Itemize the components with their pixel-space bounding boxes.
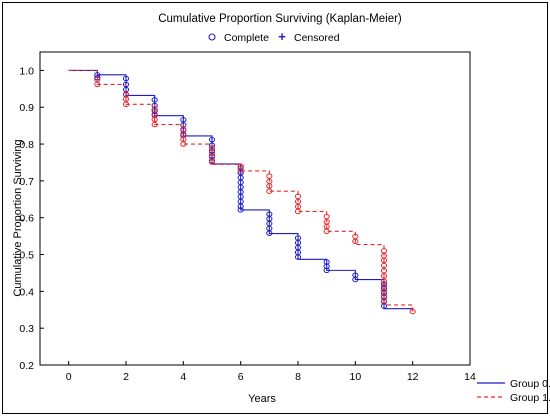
legend-label: Group 0. (510, 378, 550, 390)
x-tick-label: 8 (295, 371, 301, 383)
axis-ticks (40, 69, 471, 366)
event-marker (380, 303, 388, 309)
event-marker (323, 228, 330, 235)
event-marker (380, 257, 388, 264)
event-marker (122, 96, 130, 102)
y-tick-label: 0.2 (19, 360, 34, 372)
x-tick-label: 2 (123, 371, 129, 383)
event-marker (151, 111, 158, 117)
event-marker (180, 117, 187, 123)
event-marker (380, 268, 388, 274)
x-tick-label: 14 (464, 371, 476, 383)
event-marker (323, 267, 330, 274)
event-marker (94, 81, 101, 88)
event-marker (380, 283, 388, 289)
y-tick-label: 0.3 (19, 323, 34, 335)
x-axis-label: Years (248, 393, 276, 405)
event-marker (180, 141, 187, 147)
event-marker (208, 159, 216, 165)
x-tick-label: 12 (407, 371, 419, 383)
event-marker (237, 203, 244, 209)
event-marker (151, 116, 158, 123)
x-tick-label: 0 (66, 371, 72, 383)
series-layer (68, 69, 414, 312)
event-marker (409, 308, 416, 315)
y-tick-label: 0.6 (19, 213, 34, 225)
event-marker (266, 173, 273, 179)
event-marker (294, 254, 302, 260)
event-marker (151, 106, 158, 112)
censored-marker-icon: + (278, 29, 286, 44)
chart-title: Cumulative Proportion Surviving (Kaplan-… (158, 13, 402, 25)
complete-marker-icon (208, 33, 216, 41)
event-marker (208, 147, 216, 154)
event-marker (180, 131, 187, 137)
event-marker (380, 262, 388, 269)
event-marker (266, 188, 273, 194)
y-tick-label: 0.8 (19, 139, 34, 151)
y-tick-label: 0.5 (19, 250, 34, 262)
event-marker (122, 75, 130, 82)
x-tick-label: 4 (180, 371, 186, 383)
y-tick-label: 0.9 (19, 102, 34, 114)
y-tick-label: 0.7 (19, 176, 34, 188)
event-marker (208, 142, 216, 148)
event-marker (294, 208, 302, 215)
y-tick-labels: 0.2 0.3 0.4 0.5 0.6 0.7 0.8 0.9 1.0 (19, 65, 34, 372)
marker-legend-label: Censored (294, 32, 340, 44)
series-legend: Group 0. Group 1. (477, 378, 550, 404)
y-tick-label: 1.0 (19, 65, 34, 77)
x-tick-labels: 0 2 4 6 8 10 12 14 (66, 371, 476, 383)
event-marker (122, 81, 130, 88)
y-axis-label: Cumulative Proportion Surviving (12, 139, 24, 296)
event-marker (122, 101, 130, 107)
marker-legend: Complete + Censored (208, 29, 340, 44)
event-marker (294, 193, 302, 200)
event-marker (237, 207, 244, 213)
marker-legend-label: Complete (224, 32, 269, 44)
x-tick-label: 10 (349, 371, 361, 383)
event-marker (266, 183, 273, 189)
event-marker (151, 97, 158, 103)
x-tick-label: 6 (238, 371, 244, 383)
event-markers (94, 72, 416, 315)
series-line-group-1 (68, 69, 414, 312)
event-marker (151, 121, 158, 128)
event-marker (266, 230, 273, 236)
event-marker (94, 75, 101, 81)
event-marker (380, 273, 388, 279)
event-marker (380, 298, 388, 304)
event-marker (352, 276, 359, 283)
event-marker (380, 278, 388, 284)
event-marker (237, 168, 244, 174)
event-marker (323, 213, 330, 220)
event-marker (352, 238, 359, 244)
legend-label: Group 1. (510, 392, 550, 404)
event-marker (208, 136, 216, 143)
plot-area (39, 51, 471, 366)
event-marker (151, 102, 158, 109)
event-marker (294, 198, 302, 205)
y-tick-label: 0.4 (19, 286, 34, 298)
plot-frame (39, 51, 471, 366)
